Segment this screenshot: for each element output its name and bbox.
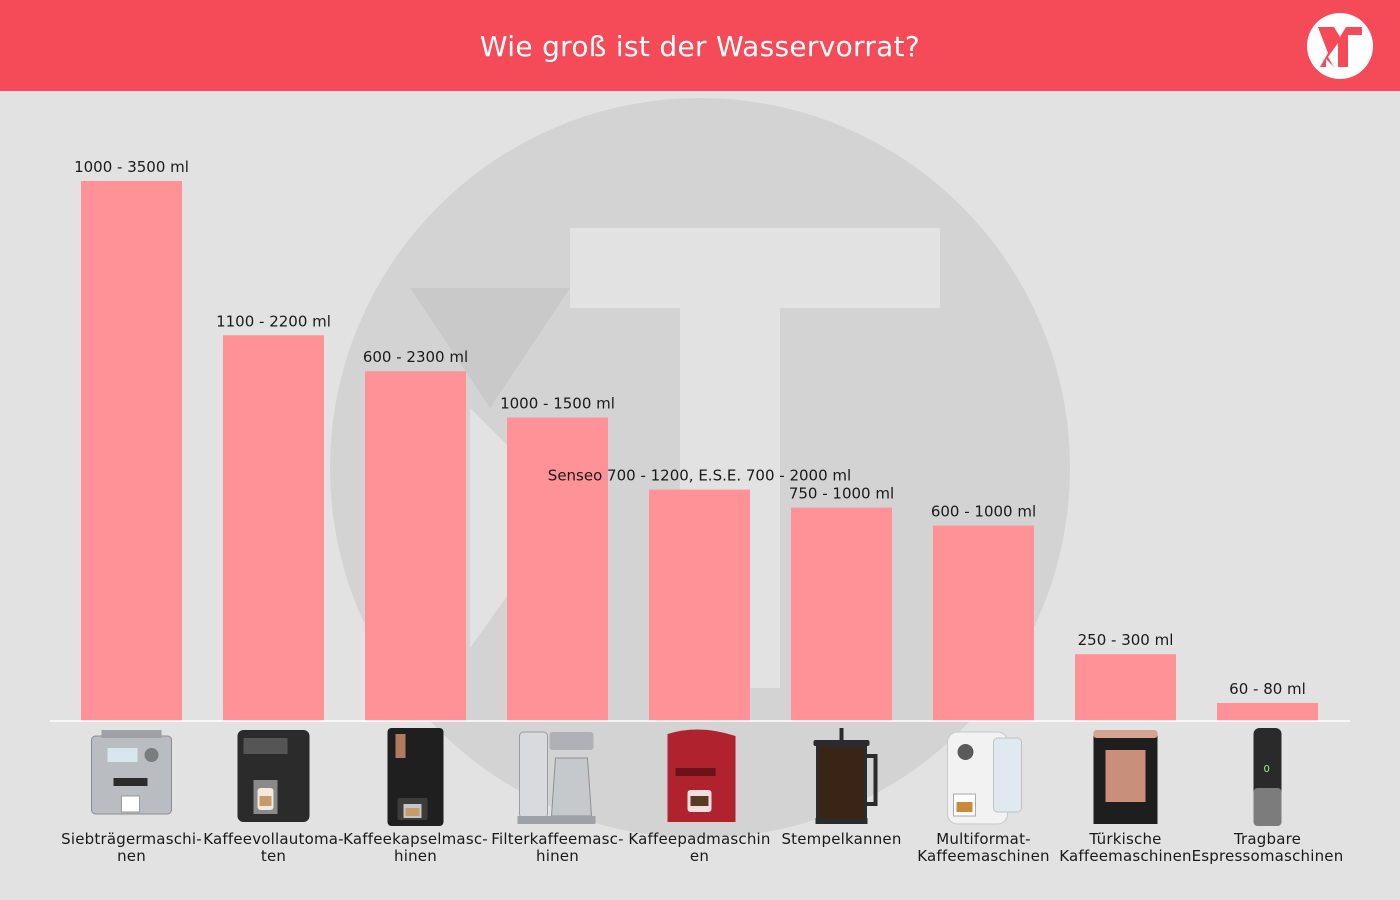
category-label: Türkische: [1088, 830, 1161, 848]
bar: [81, 181, 182, 721]
labels-layer: 1000 - 3500 ml Siebträgermaschi-nen 1100 -…: [61, 158, 1343, 865]
svg-text:0: 0: [1264, 764, 1270, 775]
bars-layer: [81, 181, 1318, 721]
bar: [1217, 702, 1318, 721]
bar: [791, 507, 892, 721]
multiformat-machine-icon: [947, 731, 1022, 825]
icons-layer: 0: [91, 728, 1282, 826]
capsule-machine-icon: [387, 728, 444, 826]
fully-automatic-coffee-machine-icon: [237, 730, 310, 822]
xt-logo-icon: [1307, 13, 1373, 79]
filter-coffee-machine-icon: [517, 731, 596, 824]
espresso-machine-icon: [91, 730, 172, 815]
category-label: Kaffeemaschinen: [917, 847, 1050, 865]
category-label: Stempelkannen: [781, 830, 901, 848]
data-label: Senseo 700 - 1200, E.S.E. 700 - 2000 ml: [548, 467, 851, 485]
data-label: 1000 - 1500 ml: [500, 395, 615, 413]
category-label: Kaffeemaschinen: [1059, 847, 1192, 865]
data-label: 1100 - 2200 ml: [216, 312, 331, 330]
category-label: hinen: [536, 847, 579, 865]
header-bar: Wie groß ist der Wasservorrat?: [0, 0, 1400, 91]
category-label: Kaffeevollautoma-: [203, 830, 344, 848]
data-label: 250 - 300 ml: [1078, 631, 1174, 649]
data-label: 60 - 80 ml: [1229, 680, 1306, 698]
category-label: en: [690, 847, 709, 865]
turkish-coffee-machine-icon: [1093, 730, 1158, 824]
portable-espresso-icon: 0: [1253, 728, 1282, 826]
bar: [223, 335, 324, 721]
pad-machine-icon: [667, 729, 736, 822]
category-label: nen: [117, 847, 146, 865]
category-label: Espressomaschinen: [1192, 847, 1344, 865]
data-label: 750 - 1000 ml: [789, 485, 894, 503]
bar: [507, 417, 608, 721]
category-label: hinen: [394, 847, 437, 865]
bar: [1075, 654, 1176, 721]
category-label: Kaffeekapselmasc-: [343, 830, 488, 848]
category-label: Multiformat-: [936, 830, 1031, 848]
data-label: 600 - 2300 ml: [363, 348, 468, 366]
bar: [365, 371, 466, 721]
data-label: 600 - 1000 ml: [931, 503, 1036, 521]
bar: [933, 525, 1034, 721]
data-label: 1000 - 3500 ml: [74, 158, 189, 176]
category-label: Tragbare: [1233, 830, 1301, 848]
page-title: Wie groß ist der Wasservorrat?: [479, 30, 921, 63]
bar: [649, 489, 750, 721]
category-label: ten: [261, 847, 286, 865]
category-label: Siebträgermaschi-: [61, 830, 202, 848]
category-label: Filterkaffeemasc-: [491, 830, 623, 848]
french-press-icon: [813, 728, 878, 824]
category-label: Kaffeepadmaschin: [628, 830, 770, 848]
